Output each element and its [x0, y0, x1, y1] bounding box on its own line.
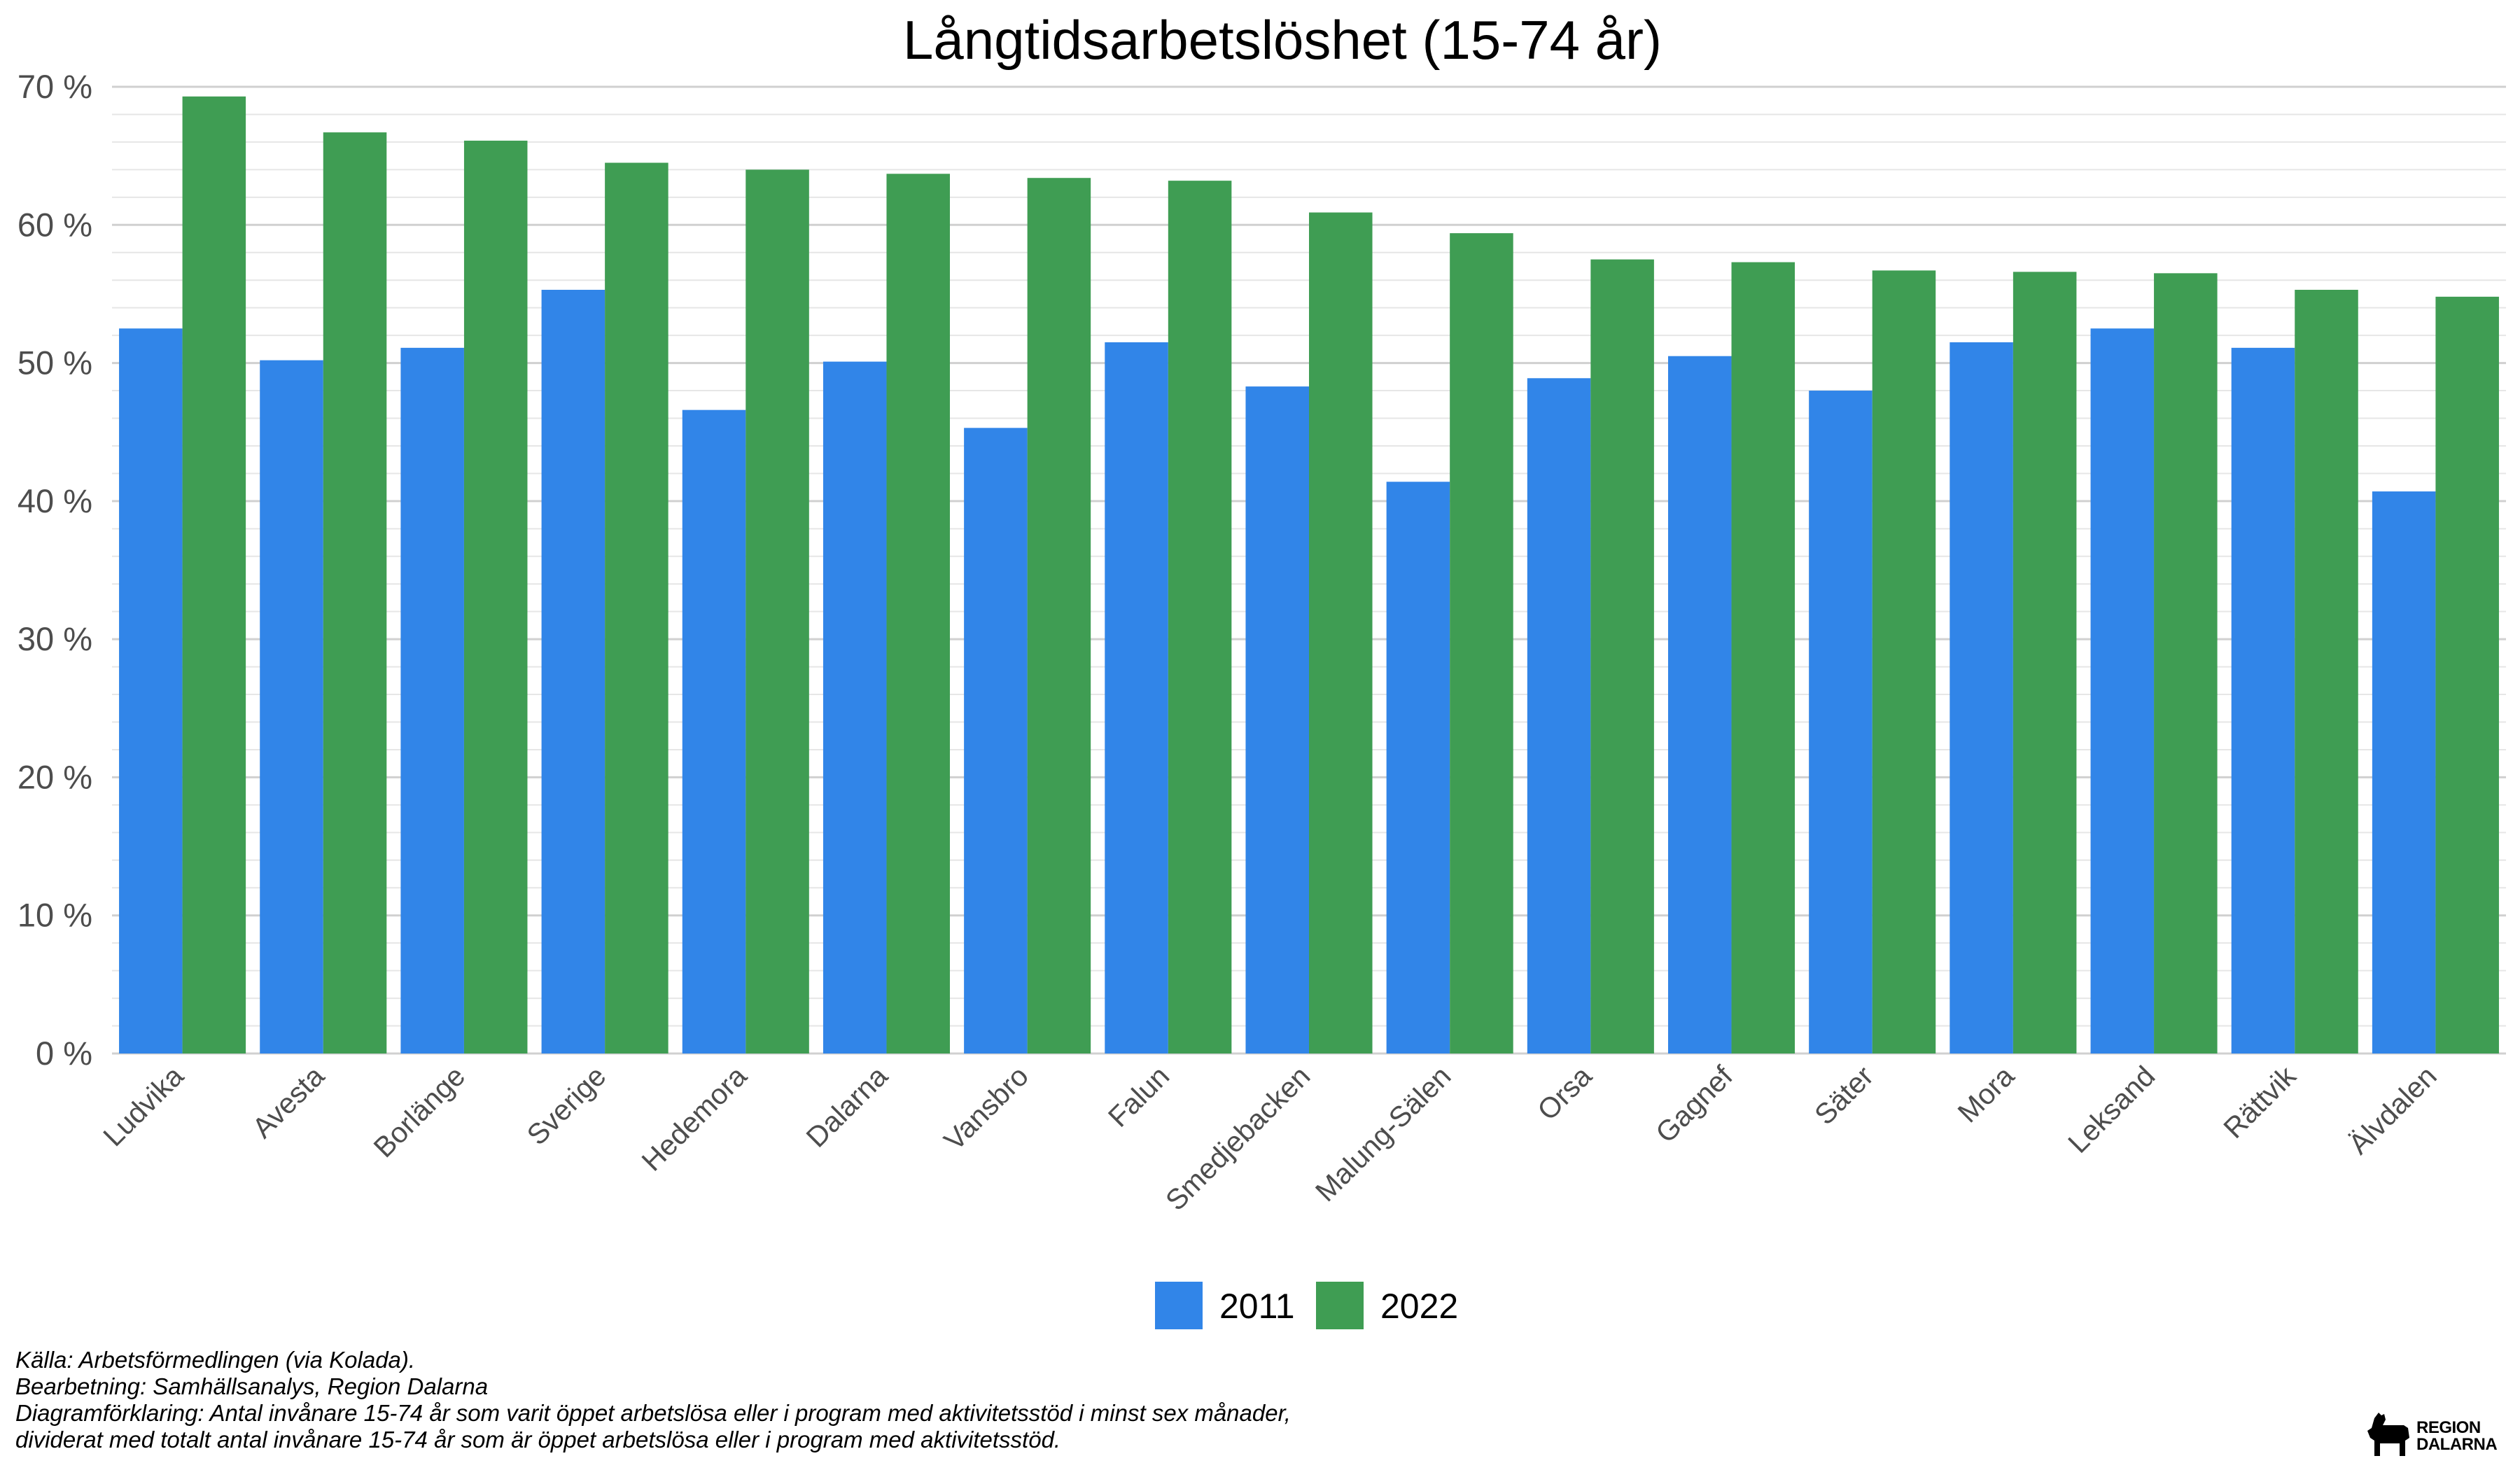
bar-2011	[1809, 391, 1872, 1054]
bar-2022	[1590, 259, 1654, 1054]
bar-2011	[541, 290, 606, 1054]
x-tick-label: Mora	[1952, 1060, 2021, 1129]
bar-2011	[2372, 491, 2436, 1054]
x-tick-label: Avesta	[246, 1060, 330, 1144]
bar-2011	[1245, 386, 1309, 1054]
legend-label-2011: 2011	[1219, 1287, 1295, 1326]
bar-2011	[119, 328, 183, 1054]
x-tick-label: Borlänge	[368, 1060, 472, 1164]
x-tick-label: Ludvika	[97, 1060, 190, 1153]
bar-2022	[323, 132, 387, 1054]
legend: 2011 2022	[1155, 1282, 1458, 1329]
bar-2011	[400, 347, 464, 1054]
y-axis-ticks: 0 % 10 % 20 % 30 % 40 % 50 % 60 % 70 %	[18, 68, 92, 1072]
bar-2022	[886, 174, 950, 1054]
explanation-note-line-2: dividerat med totalt antal invånare 15-7…	[15, 1427, 1061, 1452]
chart-title: Långtidsarbetslöshet (15-74 år)	[903, 9, 1662, 71]
y-tick-label: 40 %	[18, 482, 92, 519]
x-tick-label: Malung-Sälen	[1309, 1060, 1457, 1208]
logo-line-2: DALARNA	[2416, 1435, 2498, 1454]
bar-2022	[1027, 178, 1091, 1054]
bar-2011	[1668, 356, 1732, 1054]
bar-2011	[260, 360, 323, 1054]
y-tick-label: 20 %	[18, 758, 92, 795]
y-tick-label: 70 %	[18, 68, 92, 105]
bar-2022	[746, 169, 809, 1054]
footnotes: Källa: Arbetsförmedlingen (via Kolada). …	[15, 1347, 1291, 1453]
bar-2022	[2295, 290, 2358, 1054]
bar-2011	[1949, 342, 2013, 1054]
bar-2022	[182, 96, 246, 1054]
legend-swatch-2022	[1316, 1282, 1364, 1329]
bar-2022	[1731, 262, 1795, 1054]
x-tick-label: Rättvik	[2217, 1059, 2302, 1144]
y-tick-label: 50 %	[18, 344, 92, 382]
x-tick-label: Sverige	[521, 1060, 612, 1152]
x-tick-label: Dalarna	[800, 1060, 894, 1154]
bar-2022	[2154, 273, 2218, 1054]
explanation-note-line-1: Diagramförklaring: Antal invånare 15-74 …	[15, 1400, 1291, 1426]
bar-2011	[964, 428, 1028, 1054]
bar-2022	[463, 140, 528, 1054]
bar-2011	[2231, 347, 2295, 1054]
bar-2011	[1386, 482, 1450, 1054]
x-tick-label: Smedjebacken	[1159, 1060, 1316, 1217]
y-tick-label: 60 %	[18, 206, 92, 243]
logo-line-1: REGION	[2416, 1418, 2481, 1437]
legend-label-2022: 2022	[1380, 1287, 1458, 1326]
bar-2011	[822, 361, 887, 1054]
x-tick-label: Vansbro	[938, 1060, 1035, 1156]
bar-2022	[1450, 233, 1513, 1054]
bar-2011	[1527, 378, 1591, 1054]
x-tick-label: Älvdalen	[2342, 1060, 2443, 1161]
processing-note: Bearbetning: Samhällsanalys, Region Dala…	[15, 1373, 489, 1399]
x-tick-label: Säter	[1808, 1060, 1879, 1131]
y-tick-label: 30 %	[18, 620, 92, 657]
x-tick-label: Orsa	[1531, 1060, 1597, 1126]
x-tick-label: Hedemora	[636, 1060, 753, 1177]
bar-2022	[2435, 296, 2499, 1054]
bar-2022	[1168, 181, 1232, 1054]
bar-2022	[605, 162, 668, 1054]
bar-2022	[1872, 270, 1936, 1054]
bar-2022	[2012, 272, 2077, 1054]
bars	[119, 96, 2499, 1054]
dala-horse-icon	[2367, 1413, 2409, 1456]
bar-2011	[682, 410, 746, 1054]
x-tick-label: Gagnef	[1649, 1059, 1739, 1149]
x-tick-label: Falun	[1102, 1060, 1175, 1133]
legend-swatch-2011	[1155, 1282, 1203, 1329]
x-axis-labels: Ludvika Avesta Borlänge Sverige Hedemora Dala…	[97, 1059, 2442, 1217]
region-dalarna-logo: REGION DALARNA	[2365, 1408, 2505, 1464]
bar-2011	[2090, 328, 2155, 1054]
source-note: Källa: Arbetsförmedlingen (via Kolada).	[15, 1347, 416, 1373]
y-tick-label: 0 %	[36, 1035, 92, 1072]
bar-2022	[1309, 212, 1373, 1054]
x-tick-label: Leksand	[2062, 1060, 2161, 1159]
y-tick-label: 10 %	[18, 897, 92, 934]
bar-2011	[1105, 342, 1168, 1054]
